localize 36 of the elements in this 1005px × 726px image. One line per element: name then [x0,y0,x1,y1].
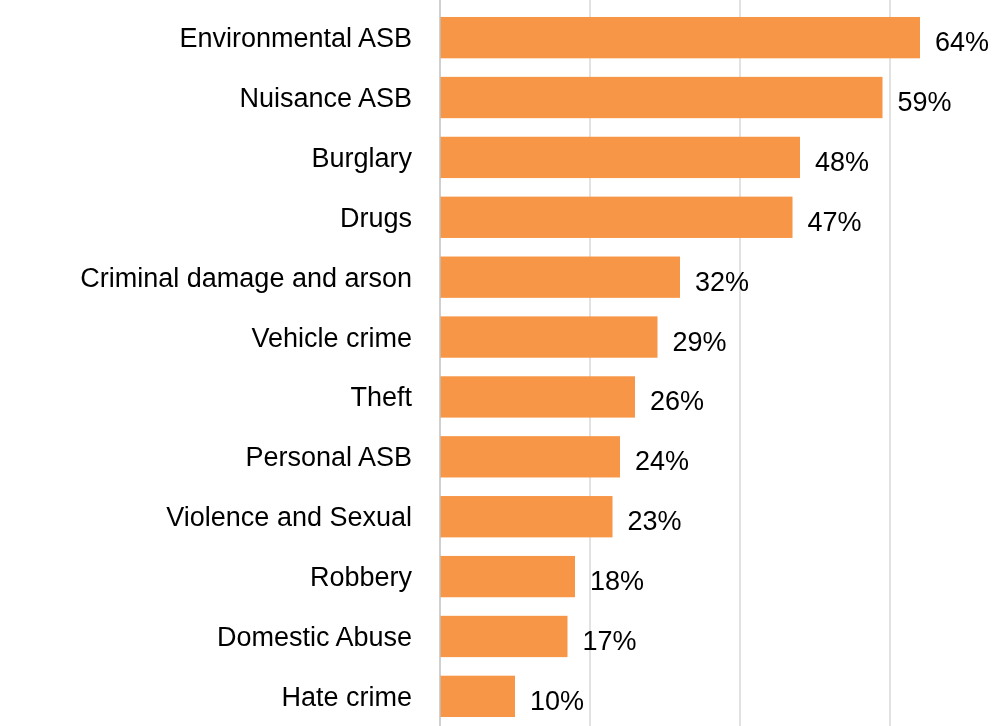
bar [440,615,568,658]
y-tick-label: Burglary [311,142,413,173]
data-label: 24% [635,446,690,477]
bar [440,316,658,358]
data-label: 23% [627,506,682,537]
data-label: 47% [807,206,862,237]
bar [440,555,575,598]
data-label: 64% [935,27,990,58]
bar [440,675,515,718]
y-tick-label: Violence and Sexual [166,502,412,533]
data-label: 18% [590,566,645,597]
y-tick-label: Drugs [339,202,412,233]
y-tick-label: Vehicle crime [251,322,412,353]
y-tick-label: Environmental ASB [179,23,412,54]
y-tick-label: Criminal damage and arson [80,262,412,293]
bar [440,436,620,478]
bar [440,76,883,119]
data-label: 29% [672,326,727,357]
data-label: 26% [650,386,705,417]
bar [440,16,920,59]
bar [440,196,793,238]
y-tick-label: Theft [350,382,413,413]
y-tick-label: Hate crime [281,681,412,712]
bar [440,376,635,418]
bar [440,256,680,298]
y-tick-label: Nuisance ASB [239,82,412,113]
bar [440,136,800,179]
y-tick-label: Personal ASB [245,442,412,473]
y-tick-label: Domestic Abuse [216,621,412,652]
data-label: 59% [897,86,952,117]
data-label: 10% [530,685,585,716]
data-label: 48% [815,146,870,177]
data-label: 32% [695,266,750,297]
bar [440,496,613,538]
data-label: 17% [582,625,637,656]
y-tick-label: Robbery [309,562,413,593]
